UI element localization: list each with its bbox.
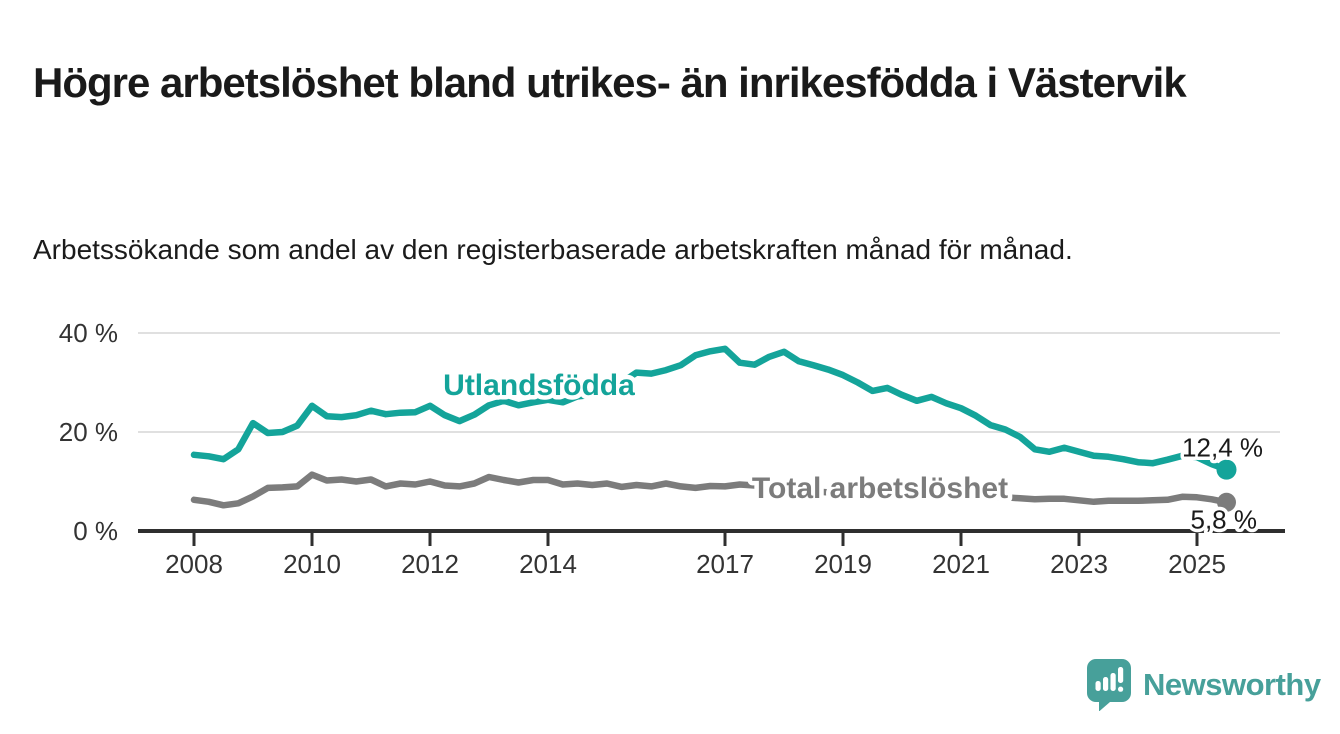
brand-name: Newsworthy <box>1143 666 1321 702</box>
series-line-total-arbetsloshet <box>190 471 1230 509</box>
chart-subtitle: Arbetssökande som andel av den registerb… <box>33 234 1073 265</box>
y-axis-tick-label: 0 % <box>73 516 118 546</box>
logo-bars <box>1095 667 1124 692</box>
y-axis-tick-label: 40 % <box>59 318 118 348</box>
series-label-total-arbetsloshet: Total arbetslöshet <box>752 472 1008 505</box>
endpoint-dot-utlandsfodda <box>1216 459 1237 480</box>
end-value-label-utlandsfodda: 12,4 % <box>1182 433 1263 463</box>
x-axis-tick-label: 2021 <box>932 549 990 579</box>
x-axis-tick-label: 2017 <box>696 549 754 579</box>
x-axis-tick-label: 2025 <box>1168 549 1226 579</box>
series-label-utlandsfodda: Utlandsfödda <box>443 369 635 402</box>
newsworthy-logo-icon <box>1087 659 1131 711</box>
x-axis-tick-label: 2008 <box>165 549 223 579</box>
end-value-label-total-arbetsloshet: 5,8 % <box>1191 504 1258 534</box>
x-axis-tick-label: 2010 <box>283 549 341 579</box>
newsworthy-logo: Newsworthy <box>1086 658 1321 711</box>
chart-title: Högre arbetslöshet bland utrikes- än inr… <box>33 59 1187 107</box>
series-line-utlandsfodda <box>190 345 1230 473</box>
x-axis-tick-label: 2019 <box>814 549 872 579</box>
x-axis-tick-label: 2014 <box>519 549 577 579</box>
x-axis-tick-label: 2012 <box>401 549 459 579</box>
y-axis-tick-label: 20 % <box>59 417 118 447</box>
endpoint-dot-total-arbetsloshet <box>1217 492 1236 512</box>
x-axis-tick-label: 2023 <box>1050 549 1108 579</box>
